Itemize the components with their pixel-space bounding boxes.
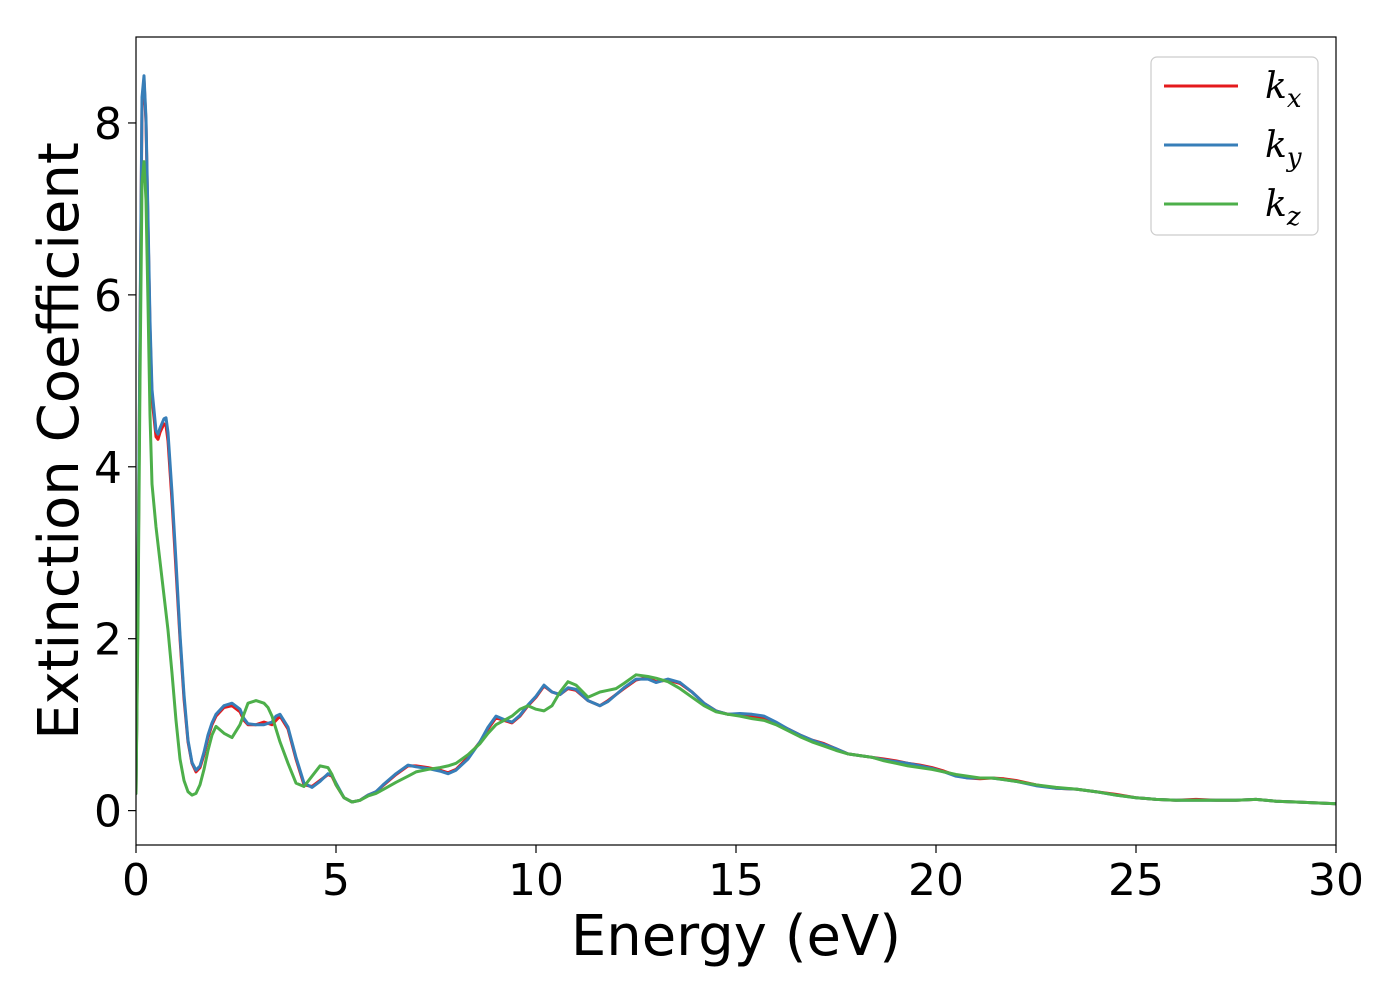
- y-tick-label: 0: [94, 787, 122, 838]
- legend-label-x: kx: [1265, 66, 1302, 114]
- series-line-y: [136, 74, 1336, 806]
- y-tick-label: 2: [94, 615, 122, 666]
- y-axis-title: Extinction Coefficient: [27, 142, 92, 740]
- y-tick-label: 8: [94, 99, 122, 150]
- x-tick-label: 30: [1308, 855, 1364, 906]
- x-tick-label: 25: [1108, 855, 1164, 906]
- y-axis: 0 2 4 6 8: [94, 99, 136, 838]
- series-layer: [136, 74, 1336, 806]
- y-tick-label: 6: [94, 271, 122, 322]
- x-tick-label: 0: [122, 855, 150, 906]
- x-tick-label: 5: [322, 855, 350, 906]
- x-tick-label: 20: [908, 855, 964, 906]
- x-axis-title: Energy (eV): [571, 904, 901, 969]
- series-line-z: [136, 160, 1336, 806]
- x-tick-label: 10: [508, 855, 564, 906]
- x-tick-label: 15: [708, 855, 764, 906]
- legend-label-z: kz: [1265, 184, 1301, 232]
- legend-label-y: ky: [1265, 125, 1302, 173]
- x-axis: 0 5 10 15 20 25 30: [122, 845, 1364, 906]
- y-tick-label: 4: [94, 443, 122, 494]
- legend: kx ky kz: [1150, 56, 1319, 236]
